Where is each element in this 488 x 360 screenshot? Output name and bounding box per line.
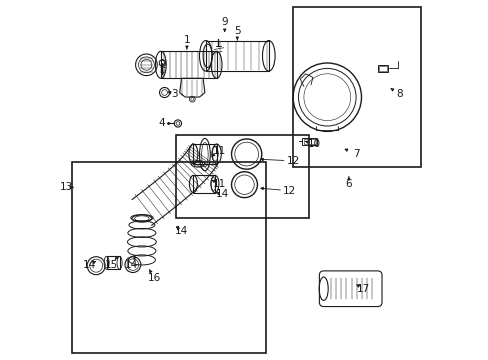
Text: 8: 8 <box>395 89 402 99</box>
Text: 13: 13 <box>60 182 73 192</box>
Bar <box>302 138 317 145</box>
Text: 4: 4 <box>158 118 164 129</box>
Bar <box>193 144 216 164</box>
Text: 12: 12 <box>282 186 296 196</box>
Text: 17: 17 <box>356 284 369 294</box>
Bar <box>193 175 215 193</box>
Bar <box>161 51 216 78</box>
Text: 9: 9 <box>221 17 227 27</box>
Text: 14: 14 <box>175 226 188 237</box>
Text: 3: 3 <box>171 89 178 99</box>
Bar <box>377 65 387 72</box>
Text: 11: 11 <box>212 179 225 189</box>
Bar <box>292 7 420 167</box>
Bar <box>106 256 120 269</box>
Text: 6: 6 <box>345 179 351 189</box>
Bar <box>303 139 315 144</box>
Text: 5: 5 <box>234 26 240 36</box>
Text: 1: 1 <box>183 35 190 45</box>
Bar <box>176 135 309 218</box>
Text: 14: 14 <box>216 189 229 199</box>
Text: 12: 12 <box>286 156 299 166</box>
Text: 2: 2 <box>159 60 165 70</box>
Text: 16: 16 <box>147 273 161 283</box>
Text: 11: 11 <box>212 146 225 156</box>
Bar <box>205 41 268 71</box>
Text: 10: 10 <box>307 139 321 149</box>
Text: 15: 15 <box>104 260 118 270</box>
Bar <box>72 162 265 353</box>
Text: 14: 14 <box>83 260 96 270</box>
Text: 14: 14 <box>124 260 138 270</box>
Bar <box>378 66 386 71</box>
Text: 7: 7 <box>352 149 359 159</box>
